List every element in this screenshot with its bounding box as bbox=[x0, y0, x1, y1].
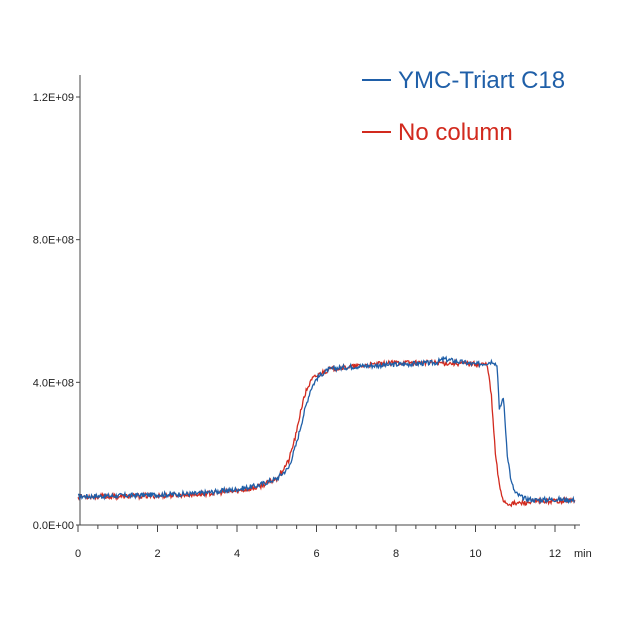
x-unit-label: min bbox=[574, 548, 592, 560]
x-tick-label: 10 bbox=[469, 548, 481, 560]
y-tick-label: 1.2E+09 bbox=[33, 92, 74, 104]
axes bbox=[79, 75, 580, 526]
y-tick-label: 8.0E+08 bbox=[33, 235, 74, 247]
y-ticks: 0.0E+00 4.0E+08 8.0E+08 1.2E+09 bbox=[33, 92, 80, 532]
y-tick-label: 4.0E+08 bbox=[33, 377, 74, 389]
x-ticks: 0 2 4 6 8 10 12 min bbox=[75, 525, 592, 560]
legend-label: YMC-Triart C18 bbox=[398, 67, 565, 94]
x-tick-label: 12 bbox=[549, 548, 561, 560]
x-tick-label: 6 bbox=[313, 548, 319, 560]
legend: YMC-Triart C18 No column bbox=[362, 67, 565, 146]
legend-label: No column bbox=[398, 119, 513, 146]
x-tick-label: 8 bbox=[393, 548, 399, 560]
x-tick-label: 0 bbox=[75, 548, 81, 560]
x-tick-label: 4 bbox=[234, 548, 240, 560]
y-tick-label: 0.0E+00 bbox=[33, 520, 74, 532]
series-line-no-column bbox=[77, 358, 576, 508]
x-tick-label: 2 bbox=[154, 548, 160, 560]
series-line-ymc-triart-c18 bbox=[77, 355, 575, 505]
series-layer bbox=[77, 355, 576, 508]
